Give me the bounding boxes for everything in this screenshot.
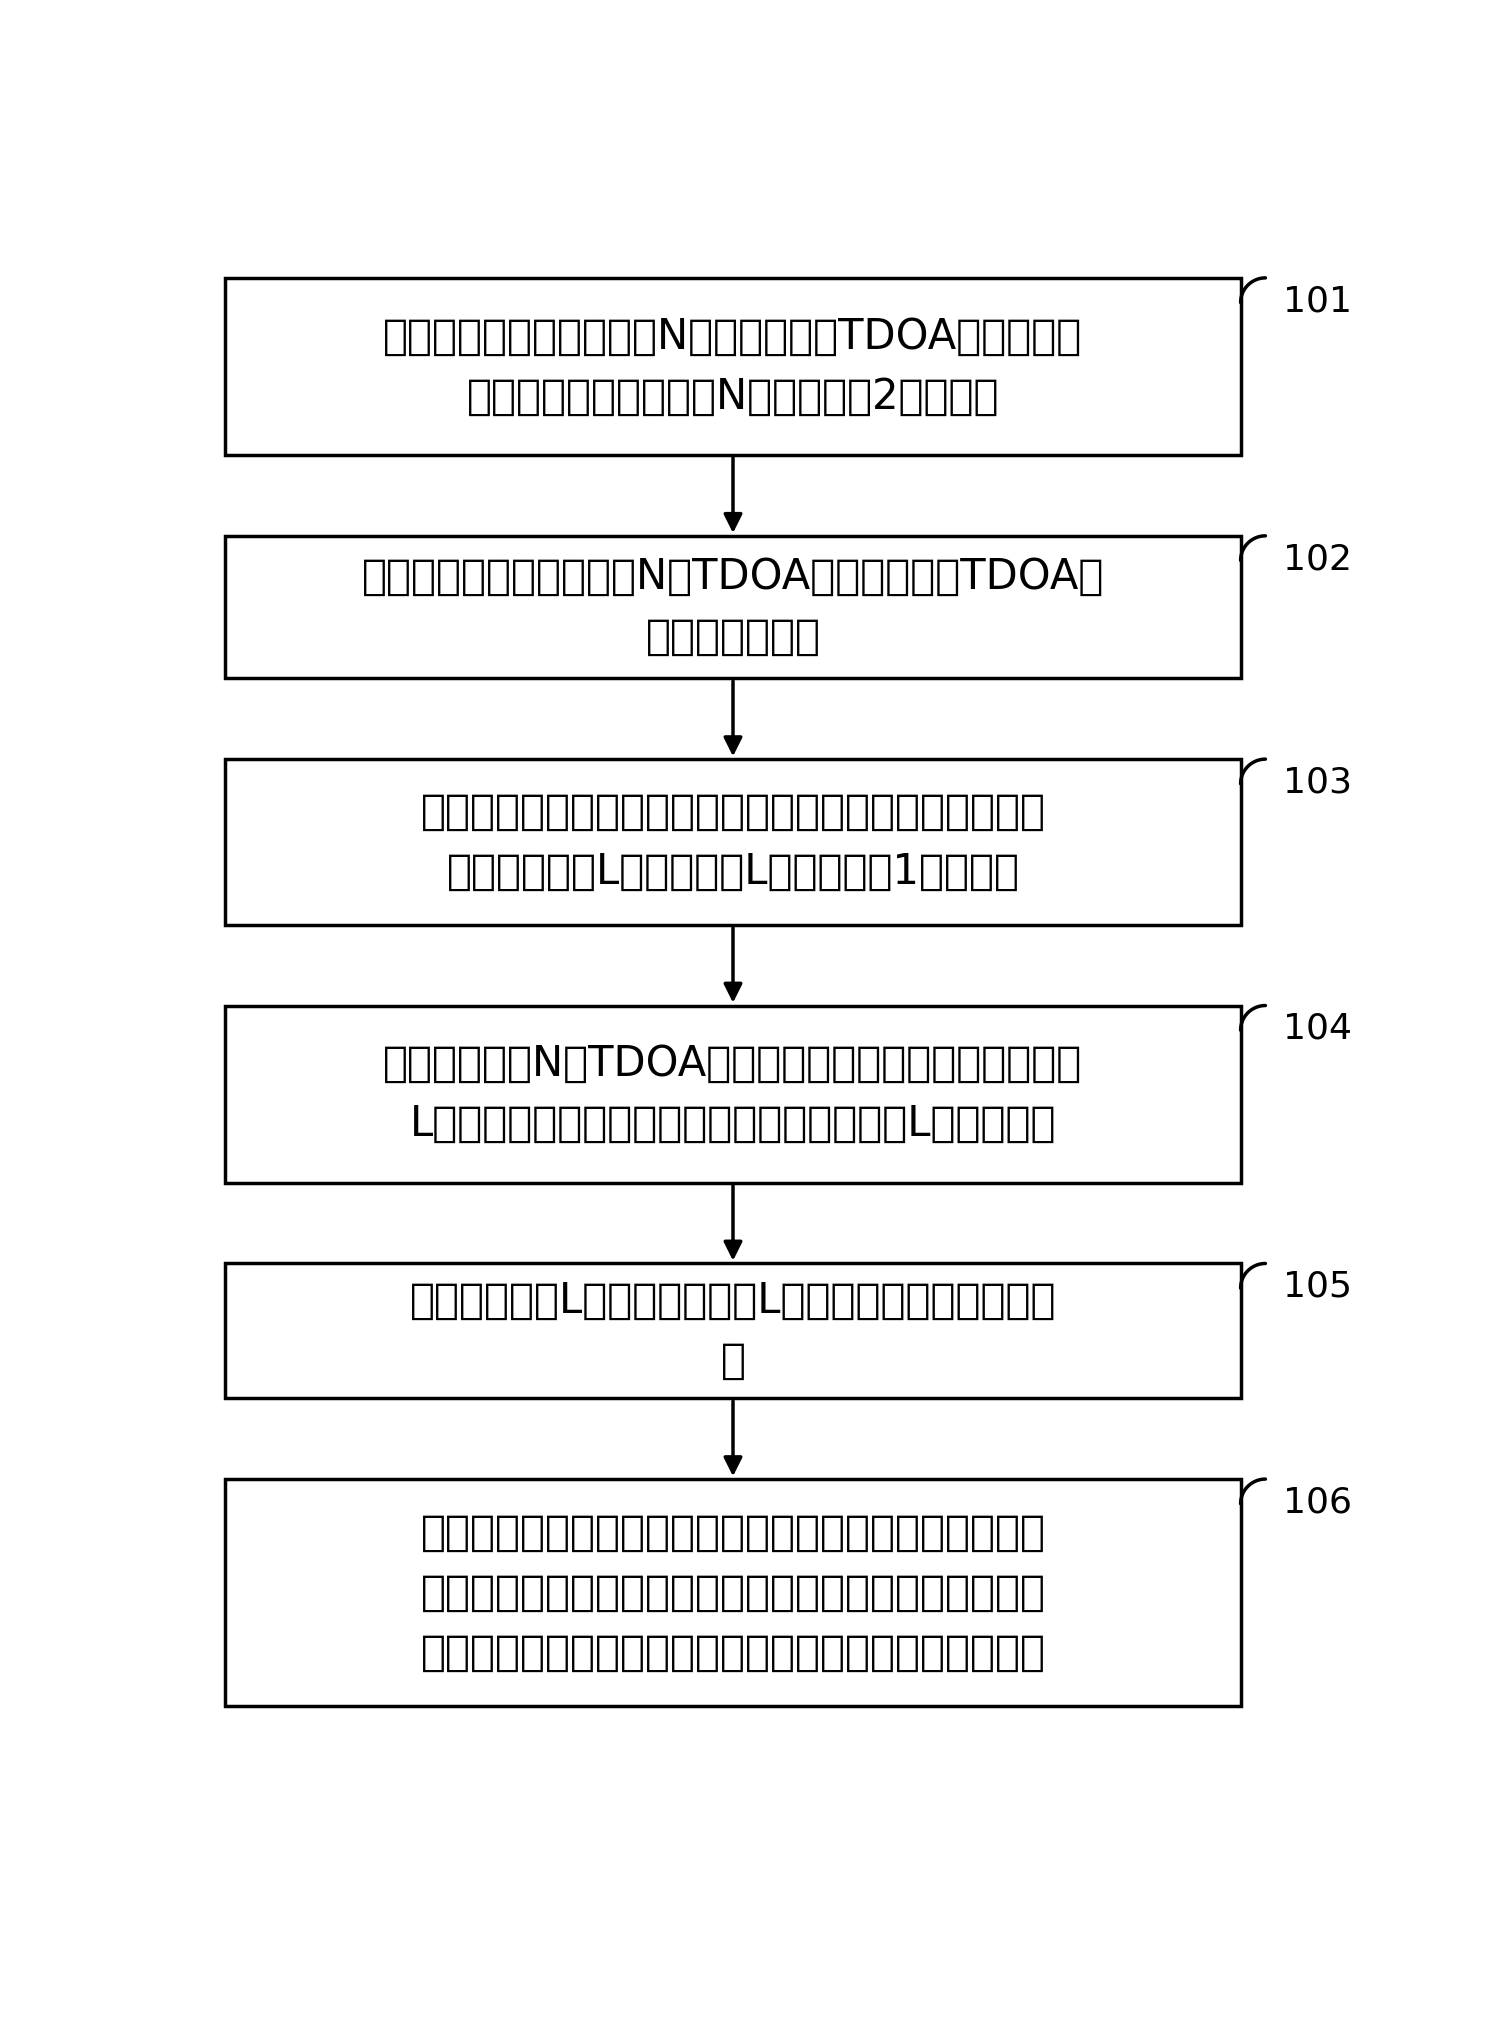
Text: 移动终端在预先存储的标较点信息中查找与当前位置的区
域信息相同的L个标较点，L为大于等于1的自然数: 移动终端在预先存储的标较点信息中查找与当前位置的区 域信息相同的L个标较点，L为… bbox=[421, 791, 1045, 894]
Text: 移动终端根据信号质量为N个TDOA值中的每一个TDOA值
设置相应的权值: 移动终端根据信号质量为N个TDOA值中的每一个TDOA值 设置相应的权值 bbox=[361, 555, 1105, 659]
Text: 移动终端根据L个欧式距离，在L个标较点中选取一个标较
点: 移动终端根据L个欧式距离，在L个标较点中选取一个标较 点 bbox=[409, 1279, 1056, 1382]
Text: 103: 103 bbox=[1284, 766, 1353, 799]
Bar bbox=[225, 1263, 1241, 1399]
Bar bbox=[225, 1005, 1241, 1182]
Bar bbox=[225, 278, 1241, 454]
Text: 104: 104 bbox=[1284, 1011, 1353, 1046]
Text: 101: 101 bbox=[1284, 284, 1353, 318]
Text: 移动终端根据N个TDOA值及对应的权值，计算当前位置与
L个标较点中每一个标较点的欧式距离，得到L个欧式距离: 移动终端根据N个TDOA值及对应的权值，计算当前位置与 L个标较点中每一个标较点… bbox=[384, 1044, 1082, 1145]
Text: 移动终端获取当前位置的N个达到时间差TDOA值，并获取
当前位置的区域信息，N为大于等于2的自然数: 移动终端获取当前位置的N个达到时间差TDOA值，并获取 当前位置的区域信息，N为… bbox=[384, 316, 1082, 418]
Text: 105: 105 bbox=[1284, 1269, 1353, 1303]
Text: 102: 102 bbox=[1284, 541, 1353, 576]
Bar bbox=[225, 535, 1241, 679]
Text: 移动终端获取选取的标较点的位置信息并作为移动终端当
前的位置信息，或者根据选取的标较点所在范围内的特征
网格计算出位置信息并将其作为移动终端当前的位置信息: 移动终端获取选取的标较点的位置信息并作为移动终端当 前的位置信息，或者根据选取的… bbox=[421, 1512, 1045, 1674]
Bar bbox=[225, 760, 1241, 924]
Text: 106: 106 bbox=[1284, 1486, 1353, 1520]
Bar bbox=[225, 1480, 1241, 1707]
